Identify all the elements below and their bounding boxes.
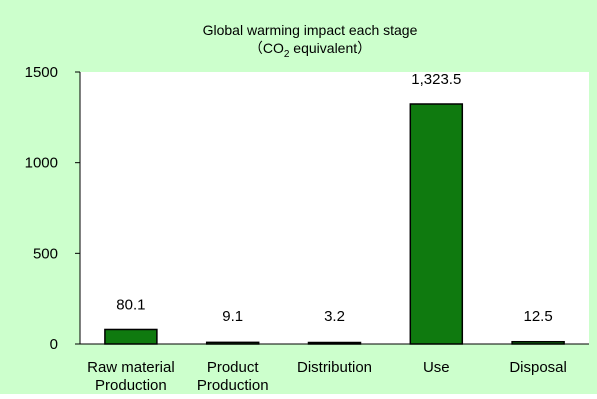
bars [104, 103, 565, 345]
x-tick-label: Disposal [509, 359, 567, 376]
subtitle-subscript: 2 [284, 49, 290, 60]
bar [205, 341, 260, 345]
x-tick-label-line2: Production [95, 377, 167, 394]
subtitle-prefix: （CO [249, 40, 284, 56]
bar-data-label: 9.1 [222, 308, 243, 325]
x-tick-label: Product [207, 359, 260, 376]
y-tick-label: 500 [33, 245, 58, 262]
y-tick-label: 1000 [25, 155, 58, 172]
bar-data-label: 12.5 [523, 308, 552, 325]
y-tick-label: 1500 [25, 64, 58, 81]
x-tick-label-line2: Production [197, 377, 269, 394]
bar [104, 328, 158, 345]
y-tick-label: 0 [50, 336, 58, 353]
chart-title: Global warming impact each stage [203, 22, 418, 38]
chart-subtitle: （CO2 equivalent） [249, 40, 371, 60]
bar-data-label: 80.1 [116, 296, 145, 313]
x-tick-label: Raw material [87, 359, 175, 376]
bar [409, 103, 464, 345]
subtitle-suffix: equivalent） [289, 40, 371, 56]
bar [307, 341, 362, 345]
x-tick-label: Use [423, 359, 450, 376]
axes: 0 500 1000 1500 [25, 64, 589, 353]
bar-data-label: 3.2 [324, 308, 345, 325]
bar [511, 340, 565, 345]
bar-data-label: 1,323.5 [411, 71, 461, 88]
x-tick-label: Distribution [297, 359, 372, 376]
plot-area [80, 72, 589, 344]
